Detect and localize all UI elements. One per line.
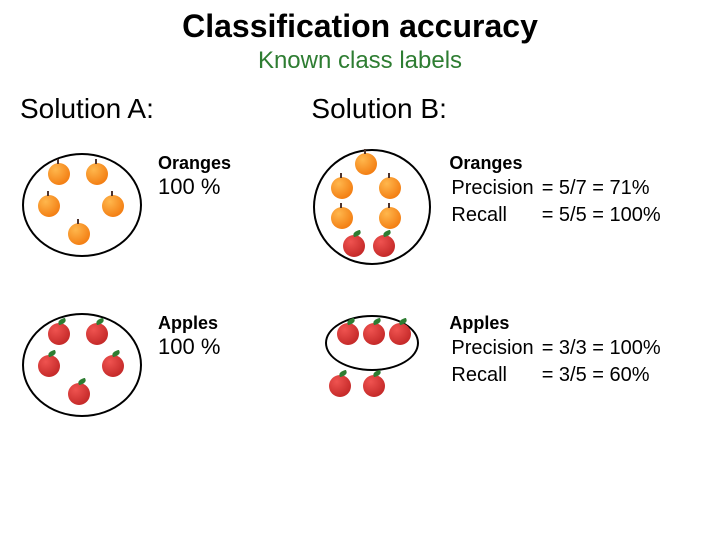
solution-b-apples-row: Apples Precision = 3/3 = 100% Recall = 3…	[311, 305, 700, 425]
page-subtitle: Known class labels	[0, 47, 720, 75]
solution-a-apples-pct: 100 %	[158, 334, 220, 360]
solution-a-apples-labels: Apples 100 %	[150, 305, 220, 360]
columns: Solution A: Oranges 100 % Apples 100 % S…	[0, 75, 720, 465]
recall-value: = 3/5 = 60%	[542, 363, 667, 388]
solution-a-column: Solution A: Oranges 100 % Apples 100 %	[20, 93, 311, 465]
solution-b-oranges-metrics: Precision = 5/7 = 71% Recall = 5/5 = 100…	[449, 174, 668, 230]
orange-icon	[38, 195, 60, 217]
recall-value: = 5/5 = 100%	[542, 203, 667, 228]
orange-icon	[86, 163, 108, 185]
class-label-apples: Apples	[449, 313, 668, 334]
cluster-a-apples	[20, 305, 150, 425]
apple-icon	[329, 375, 351, 397]
solution-a-oranges-pct: 100 %	[158, 174, 231, 200]
orange-icon	[48, 163, 70, 185]
cluster-b-oranges	[311, 145, 441, 265]
class-label-oranges: Oranges	[449, 153, 668, 174]
solution-b-heading: Solution B:	[311, 93, 700, 125]
solution-b-oranges-labels: Oranges Precision = 5/7 = 71% Recall = 5…	[441, 145, 668, 230]
page-title: Classification accuracy	[0, 0, 720, 45]
precision-label: Precision	[451, 336, 539, 361]
solution-b-column: Solution B: Oranges Precision = 5/7 = 71…	[311, 93, 700, 465]
class-label-apples: Apples	[158, 313, 220, 334]
apple-icon	[48, 323, 70, 345]
solution-b-oranges-row: Oranges Precision = 5/7 = 71% Recall = 5…	[311, 145, 700, 265]
solution-a-oranges-row: Oranges 100 %	[20, 145, 311, 265]
solution-b-apples-labels: Apples Precision = 3/3 = 100% Recall = 3…	[441, 305, 668, 390]
apple-icon	[86, 323, 108, 345]
apple-icon	[38, 355, 60, 377]
cluster-a-oranges	[20, 145, 150, 265]
recall-label: Recall	[451, 363, 539, 388]
class-label-oranges: Oranges	[158, 153, 231, 174]
apple-icon	[68, 383, 90, 405]
solution-b-apples-metrics: Precision = 3/3 = 100% Recall = 3/5 = 60…	[449, 334, 668, 390]
solution-a-apples-row: Apples 100 %	[20, 305, 311, 425]
apple-icon	[363, 375, 385, 397]
apple-icon	[102, 355, 124, 377]
cluster-b-apples	[311, 305, 441, 425]
solution-a-oranges-labels: Oranges 100 %	[150, 145, 231, 200]
solution-a-heading: Solution A:	[20, 93, 311, 125]
precision-value: = 3/3 = 100%	[542, 336, 667, 361]
precision-label: Precision	[451, 176, 539, 201]
orange-icon	[68, 223, 90, 245]
precision-value: = 5/7 = 71%	[542, 176, 667, 201]
recall-label: Recall	[451, 203, 539, 228]
orange-icon	[102, 195, 124, 217]
